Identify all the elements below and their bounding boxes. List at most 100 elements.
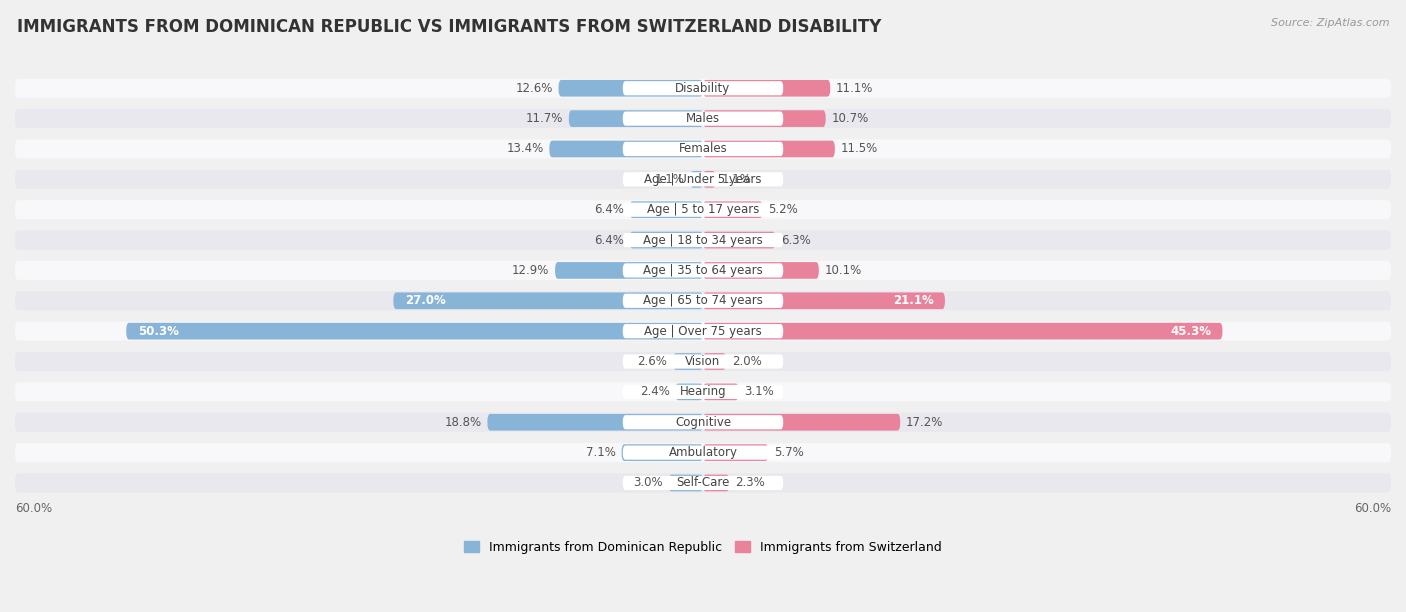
FancyBboxPatch shape bbox=[15, 170, 1391, 189]
FancyBboxPatch shape bbox=[623, 476, 783, 490]
Text: Age | Over 75 years: Age | Over 75 years bbox=[644, 324, 762, 338]
Text: Disability: Disability bbox=[675, 82, 731, 95]
Text: 5.2%: 5.2% bbox=[768, 203, 799, 216]
FancyBboxPatch shape bbox=[630, 232, 703, 248]
Text: Hearing: Hearing bbox=[679, 386, 727, 398]
FancyBboxPatch shape bbox=[555, 262, 703, 279]
FancyBboxPatch shape bbox=[488, 414, 703, 431]
FancyBboxPatch shape bbox=[15, 382, 1391, 401]
FancyBboxPatch shape bbox=[703, 171, 716, 188]
FancyBboxPatch shape bbox=[394, 293, 703, 309]
FancyBboxPatch shape bbox=[623, 172, 783, 187]
Text: Age | 18 to 34 years: Age | 18 to 34 years bbox=[643, 234, 763, 247]
Text: 17.2%: 17.2% bbox=[905, 416, 943, 429]
FancyBboxPatch shape bbox=[550, 141, 703, 157]
FancyBboxPatch shape bbox=[15, 261, 1391, 280]
FancyBboxPatch shape bbox=[127, 323, 703, 340]
FancyBboxPatch shape bbox=[15, 79, 1391, 98]
FancyBboxPatch shape bbox=[703, 384, 738, 400]
Text: IMMIGRANTS FROM DOMINICAN REPUBLIC VS IMMIGRANTS FROM SWITZERLAND DISABILITY: IMMIGRANTS FROM DOMINICAN REPUBLIC VS IM… bbox=[17, 18, 882, 36]
FancyBboxPatch shape bbox=[673, 353, 703, 370]
Text: 1.1%: 1.1% bbox=[721, 173, 751, 186]
Text: 6.4%: 6.4% bbox=[593, 203, 624, 216]
FancyBboxPatch shape bbox=[623, 294, 783, 308]
Text: 60.0%: 60.0% bbox=[15, 502, 52, 515]
Text: 2.3%: 2.3% bbox=[735, 477, 765, 490]
Text: Males: Males bbox=[686, 112, 720, 125]
FancyBboxPatch shape bbox=[703, 323, 1222, 340]
FancyBboxPatch shape bbox=[15, 231, 1391, 250]
FancyBboxPatch shape bbox=[669, 475, 703, 491]
FancyBboxPatch shape bbox=[675, 384, 703, 400]
Text: 2.6%: 2.6% bbox=[637, 355, 668, 368]
Text: 3.0%: 3.0% bbox=[633, 477, 662, 490]
FancyBboxPatch shape bbox=[623, 263, 783, 277]
FancyBboxPatch shape bbox=[15, 412, 1391, 432]
Text: 2.4%: 2.4% bbox=[640, 386, 669, 398]
Text: Age | Under 5 years: Age | Under 5 years bbox=[644, 173, 762, 186]
FancyBboxPatch shape bbox=[703, 110, 825, 127]
FancyBboxPatch shape bbox=[630, 201, 703, 218]
Text: 21.1%: 21.1% bbox=[893, 294, 934, 307]
FancyBboxPatch shape bbox=[623, 233, 783, 247]
FancyBboxPatch shape bbox=[15, 443, 1391, 462]
FancyBboxPatch shape bbox=[15, 109, 1391, 128]
FancyBboxPatch shape bbox=[15, 200, 1391, 219]
FancyBboxPatch shape bbox=[623, 354, 783, 368]
FancyBboxPatch shape bbox=[15, 291, 1391, 310]
Text: Source: ZipAtlas.com: Source: ZipAtlas.com bbox=[1271, 18, 1389, 28]
Text: Vision: Vision bbox=[685, 355, 721, 368]
Text: 11.7%: 11.7% bbox=[526, 112, 564, 125]
Text: 10.7%: 10.7% bbox=[831, 112, 869, 125]
Text: Ambulatory: Ambulatory bbox=[668, 446, 738, 459]
FancyBboxPatch shape bbox=[623, 142, 783, 156]
FancyBboxPatch shape bbox=[703, 262, 818, 279]
FancyBboxPatch shape bbox=[703, 475, 730, 491]
Text: 2.0%: 2.0% bbox=[731, 355, 762, 368]
Text: Cognitive: Cognitive bbox=[675, 416, 731, 429]
FancyBboxPatch shape bbox=[15, 474, 1391, 493]
Text: 45.3%: 45.3% bbox=[1170, 324, 1211, 338]
FancyBboxPatch shape bbox=[15, 352, 1391, 371]
FancyBboxPatch shape bbox=[623, 446, 783, 460]
Text: 12.6%: 12.6% bbox=[516, 82, 553, 95]
Text: 1.1%: 1.1% bbox=[655, 173, 685, 186]
FancyBboxPatch shape bbox=[690, 171, 703, 188]
FancyBboxPatch shape bbox=[623, 111, 783, 125]
FancyBboxPatch shape bbox=[703, 80, 831, 97]
Legend: Immigrants from Dominican Republic, Immigrants from Switzerland: Immigrants from Dominican Republic, Immi… bbox=[460, 536, 946, 559]
FancyBboxPatch shape bbox=[703, 444, 768, 461]
FancyBboxPatch shape bbox=[703, 353, 725, 370]
Text: Age | 5 to 17 years: Age | 5 to 17 years bbox=[647, 203, 759, 216]
Text: Age | 35 to 64 years: Age | 35 to 64 years bbox=[643, 264, 763, 277]
FancyBboxPatch shape bbox=[623, 81, 783, 95]
FancyBboxPatch shape bbox=[623, 385, 783, 399]
FancyBboxPatch shape bbox=[623, 203, 783, 217]
Text: 11.5%: 11.5% bbox=[841, 143, 877, 155]
Text: Females: Females bbox=[679, 143, 727, 155]
Text: 10.1%: 10.1% bbox=[824, 264, 862, 277]
FancyBboxPatch shape bbox=[15, 140, 1391, 159]
Text: 6.3%: 6.3% bbox=[780, 234, 811, 247]
FancyBboxPatch shape bbox=[623, 415, 783, 430]
Text: 18.8%: 18.8% bbox=[444, 416, 482, 429]
Text: 50.3%: 50.3% bbox=[138, 324, 179, 338]
Text: Age | 65 to 74 years: Age | 65 to 74 years bbox=[643, 294, 763, 307]
FancyBboxPatch shape bbox=[703, 141, 835, 157]
Text: 27.0%: 27.0% bbox=[405, 294, 446, 307]
FancyBboxPatch shape bbox=[621, 444, 703, 461]
Text: 11.1%: 11.1% bbox=[837, 82, 873, 95]
Text: 5.7%: 5.7% bbox=[775, 446, 804, 459]
FancyBboxPatch shape bbox=[569, 110, 703, 127]
FancyBboxPatch shape bbox=[15, 321, 1391, 341]
Text: 60.0%: 60.0% bbox=[1354, 502, 1391, 515]
FancyBboxPatch shape bbox=[623, 324, 783, 338]
FancyBboxPatch shape bbox=[703, 232, 775, 248]
Text: 13.4%: 13.4% bbox=[506, 143, 544, 155]
Text: 7.1%: 7.1% bbox=[586, 446, 616, 459]
Text: 6.4%: 6.4% bbox=[593, 234, 624, 247]
FancyBboxPatch shape bbox=[558, 80, 703, 97]
Text: Self-Care: Self-Care bbox=[676, 477, 730, 490]
FancyBboxPatch shape bbox=[703, 293, 945, 309]
FancyBboxPatch shape bbox=[703, 414, 900, 431]
